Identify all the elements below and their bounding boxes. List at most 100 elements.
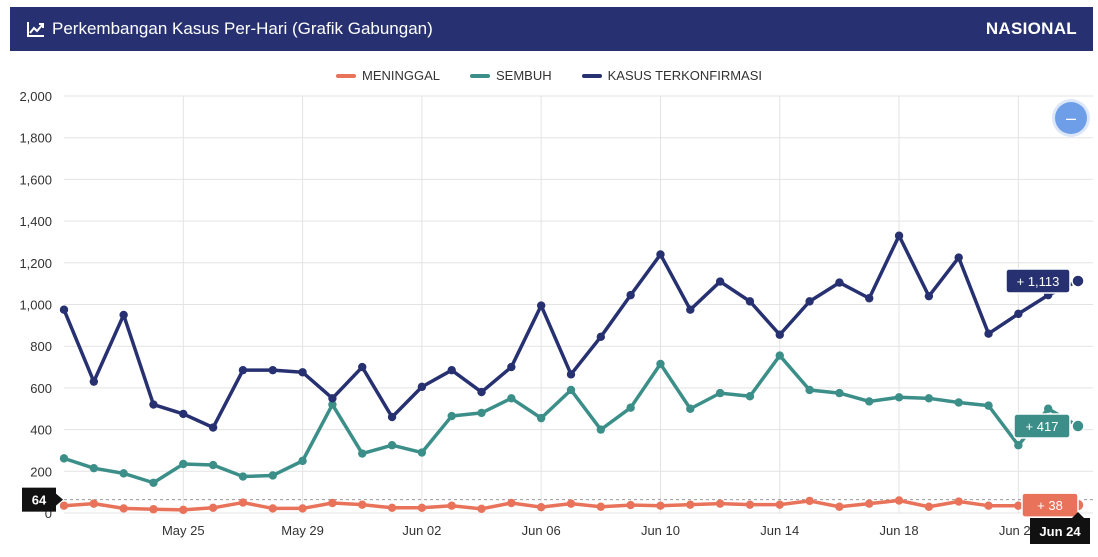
x-tick-label: Jun 02 bbox=[402, 523, 441, 538]
data-point bbox=[686, 404, 695, 413]
data-point bbox=[954, 398, 963, 407]
data-point bbox=[387, 412, 397, 422]
minus-icon: – bbox=[1065, 107, 1076, 128]
data-point bbox=[298, 368, 307, 377]
end-value-label: + 1,113 bbox=[1017, 274, 1060, 289]
data-point bbox=[208, 423, 218, 432]
data-point bbox=[1014, 309, 1023, 319]
data-point bbox=[358, 362, 367, 372]
data-point bbox=[507, 362, 516, 372]
data-point bbox=[805, 297, 814, 306]
data-point bbox=[119, 504, 128, 513]
data-point bbox=[507, 394, 516, 403]
data-point bbox=[954, 253, 963, 262]
data-point bbox=[536, 413, 546, 423]
data-point bbox=[119, 310, 128, 320]
data-point bbox=[566, 370, 576, 379]
data-point bbox=[775, 500, 784, 509]
trending-chart-icon bbox=[27, 22, 44, 37]
legend-label: KASUS TERKONFIRMASI bbox=[607, 68, 762, 83]
data-point bbox=[596, 425, 606, 434]
y-tick-label: 600 bbox=[30, 381, 52, 396]
data-point bbox=[686, 500, 695, 509]
data-point bbox=[477, 504, 486, 514]
data-point bbox=[417, 503, 427, 512]
chart-legend: MENINGGAL SEMBUH KASUS TERKONFIRMASI bbox=[0, 68, 1098, 83]
data-point bbox=[417, 382, 427, 392]
y-tick-label: 1,600 bbox=[19, 172, 52, 187]
data-point bbox=[984, 329, 993, 338]
data-point bbox=[775, 351, 784, 360]
chart-header: Perkembangan Kasus Per-Hari (Grafik Gabu… bbox=[10, 7, 1093, 51]
data-point bbox=[387, 441, 397, 450]
x-tick-label: Jun 14 bbox=[760, 523, 799, 538]
legend-swatch bbox=[336, 73, 356, 78]
x-tick-label: May 25 bbox=[162, 523, 205, 538]
data-point bbox=[835, 388, 844, 398]
data-point bbox=[805, 385, 814, 395]
data-point bbox=[358, 500, 367, 509]
data-point bbox=[536, 301, 546, 310]
data-point bbox=[208, 460, 218, 470]
data-point bbox=[835, 502, 844, 511]
data-point bbox=[417, 448, 427, 457]
legend-item[interactable]: MENINGGAL bbox=[336, 68, 440, 83]
legend-item[interactable]: KASUS TERKONFIRMASI bbox=[581, 68, 762, 83]
data-point bbox=[984, 501, 993, 510]
x-tick-label: Jun 10 bbox=[641, 523, 680, 538]
data-point bbox=[656, 359, 665, 369]
data-point bbox=[596, 502, 606, 511]
data-point bbox=[924, 502, 934, 511]
data-point bbox=[835, 278, 844, 287]
data-point bbox=[268, 471, 277, 480]
data-point bbox=[775, 330, 784, 339]
data-point bbox=[89, 499, 99, 508]
data-point bbox=[566, 499, 576, 508]
data-point bbox=[1071, 274, 1085, 288]
data-point bbox=[656, 501, 665, 510]
data-point bbox=[715, 499, 725, 508]
legend-swatch bbox=[470, 73, 491, 78]
zoom-out-button[interactable]: – bbox=[1055, 102, 1087, 134]
crosshair-y-pointer bbox=[56, 493, 63, 506]
data-point bbox=[119, 469, 128, 478]
data-point bbox=[179, 505, 188, 515]
region-label: NASIONAL bbox=[985, 19, 1077, 38]
data-point bbox=[1071, 419, 1085, 433]
data-point bbox=[477, 387, 486, 397]
data-point bbox=[865, 499, 874, 508]
data-point bbox=[328, 394, 337, 403]
crosshair-x-label: Jun 24 bbox=[1039, 524, 1081, 539]
data-point bbox=[89, 463, 99, 473]
data-point bbox=[626, 290, 635, 300]
data-point bbox=[298, 456, 307, 466]
data-point bbox=[656, 250, 665, 259]
data-point bbox=[715, 277, 725, 286]
legend-item[interactable]: SEMBUH bbox=[470, 68, 552, 83]
legend-swatch bbox=[581, 73, 602, 78]
data-point bbox=[59, 501, 69, 510]
data-point bbox=[894, 231, 904, 240]
data-point bbox=[238, 498, 248, 507]
y-tick-label: 1,400 bbox=[19, 214, 52, 229]
y-tick-label: 200 bbox=[30, 464, 52, 479]
data-point bbox=[89, 377, 99, 386]
data-point bbox=[328, 400, 337, 409]
data-point bbox=[358, 449, 367, 458]
x-tick-label: Jun 06 bbox=[522, 523, 561, 538]
legend-label: SEMBUH bbox=[496, 68, 552, 83]
end-value-label: + 38 bbox=[1037, 498, 1063, 513]
data-point bbox=[536, 502, 546, 512]
end-value-badge bbox=[1005, 268, 1071, 294]
data-point bbox=[626, 403, 635, 412]
crosshair-x-badge bbox=[1030, 518, 1090, 544]
data-point bbox=[179, 459, 188, 469]
data-point bbox=[865, 397, 874, 406]
data-point bbox=[179, 409, 188, 419]
y-tick-label: 1,000 bbox=[19, 298, 52, 313]
data-point bbox=[1014, 501, 1023, 510]
page-title: Perkembangan Kasus Per-Hari (Grafik Gabu… bbox=[52, 19, 433, 38]
y-tick-label: 2,000 bbox=[19, 89, 52, 104]
data-point bbox=[238, 365, 248, 375]
header-title-group: Perkembangan Kasus Per-Hari (Grafik Gabu… bbox=[26, 19, 433, 39]
